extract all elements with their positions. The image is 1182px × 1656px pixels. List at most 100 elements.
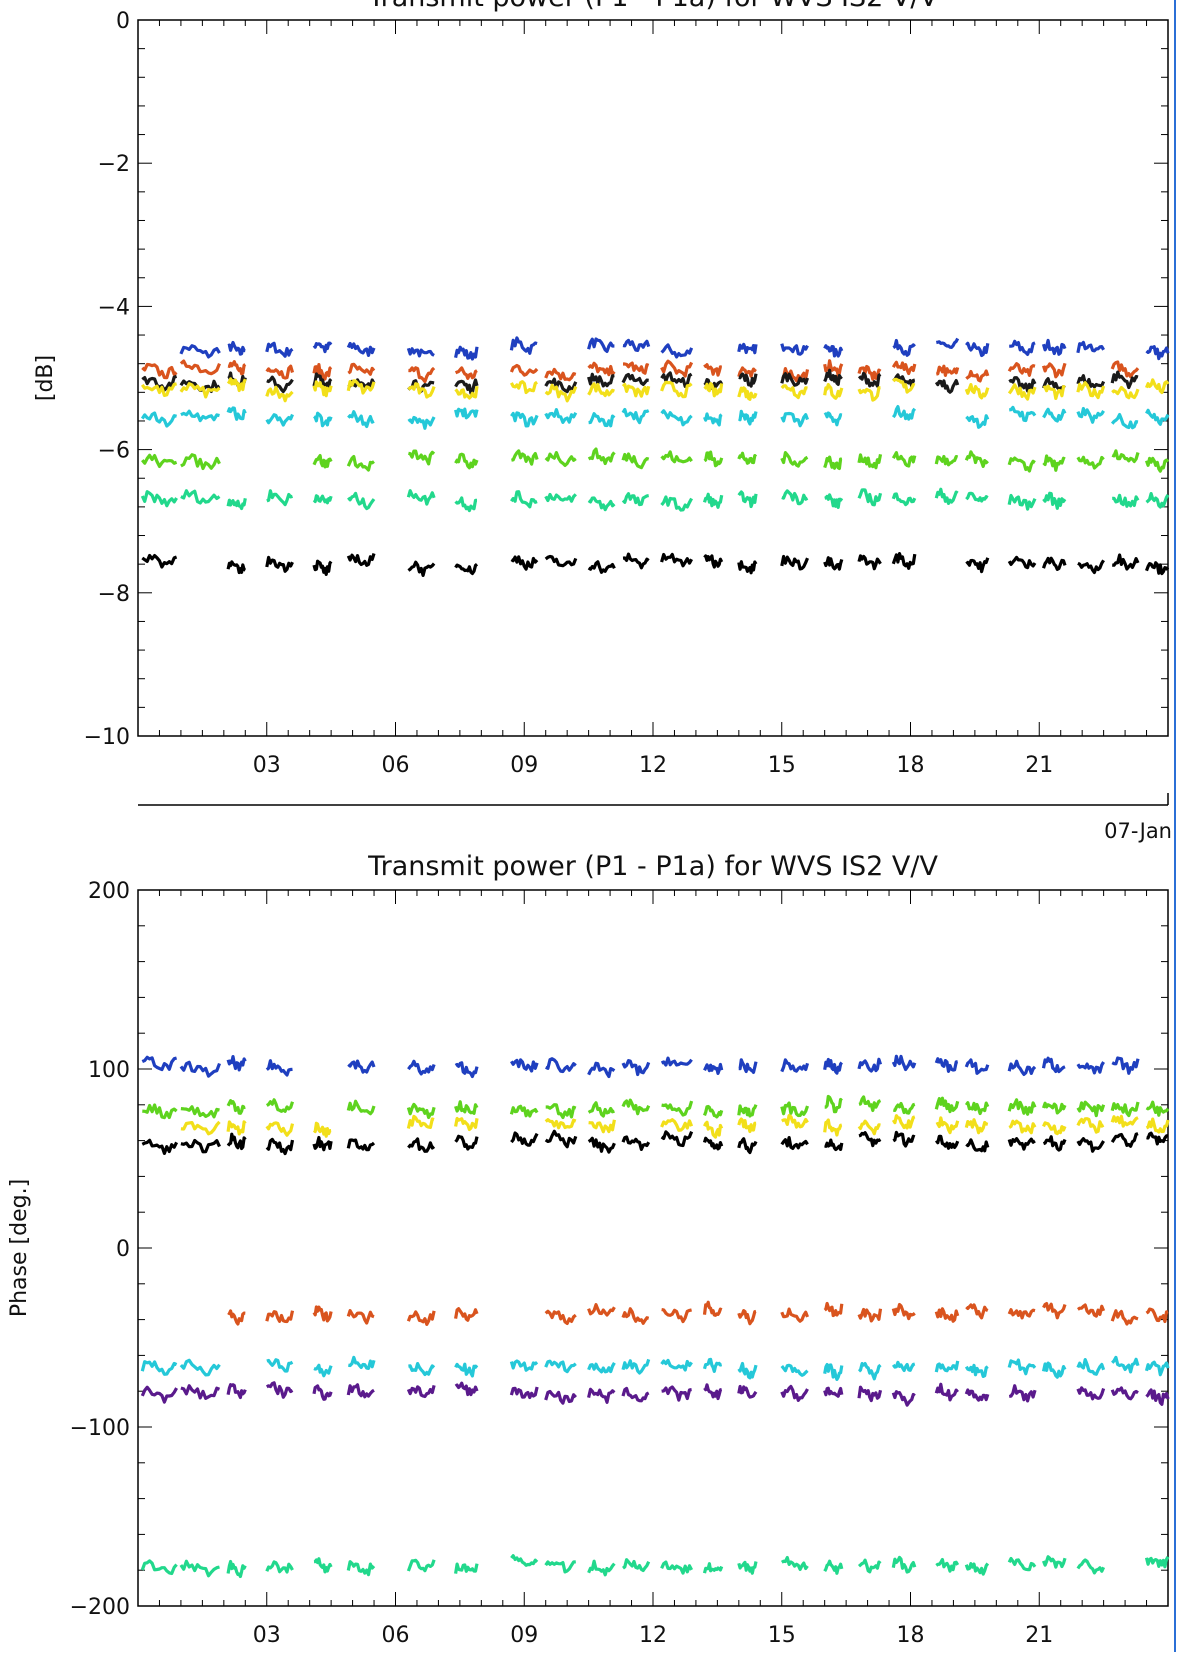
series-trace (226, 1099, 246, 1115)
series-trace (510, 555, 539, 571)
series-trace (1008, 1384, 1037, 1403)
series-trace (823, 1386, 844, 1398)
series-trace (1076, 455, 1105, 470)
series-trace (965, 1138, 990, 1153)
series-trace (346, 1383, 375, 1399)
series-trace (1007, 555, 1037, 570)
series-trace (702, 1300, 723, 1317)
series-trace (346, 455, 375, 472)
series-trace (737, 1560, 758, 1575)
series-trace (703, 412, 723, 427)
series-trace (587, 337, 615, 353)
series-trace (588, 412, 616, 428)
series-trace (935, 337, 960, 349)
series-trace (587, 1387, 616, 1404)
series-trace (1042, 1135, 1067, 1152)
y-tick-label: −6 (98, 439, 130, 464)
y-tick-label: −10 (84, 725, 130, 750)
series-trace (857, 364, 882, 381)
series-trace (824, 1138, 844, 1152)
series-trace (857, 1362, 882, 1381)
series-trace (141, 1055, 178, 1072)
series-trace (965, 414, 990, 429)
series-trace (824, 1094, 843, 1114)
x-tick-label: 03 (253, 1623, 281, 1648)
series-trace (1041, 1101, 1067, 1115)
series-trace (1007, 1358, 1037, 1376)
series-trace (1076, 340, 1105, 354)
data-series-6 (140, 1355, 1170, 1381)
series-trace (621, 1386, 650, 1403)
series-trace (180, 1105, 220, 1119)
series-trace (892, 377, 916, 394)
series-trace (1007, 362, 1036, 377)
series-trace (1042, 1555, 1067, 1569)
series-trace (1041, 362, 1067, 379)
series-trace (891, 405, 917, 421)
plot-frame (137, 889, 1169, 1607)
series-trace (406, 1558, 436, 1573)
series-trace (660, 343, 694, 359)
series-trace (545, 1057, 577, 1074)
series-trace (1111, 385, 1140, 400)
series-trace (1110, 1309, 1139, 1326)
series-trace (1076, 1358, 1106, 1376)
series-trace (780, 1101, 810, 1118)
series-trace (454, 1134, 479, 1151)
series-trace (934, 379, 960, 394)
series-trace (621, 1358, 651, 1375)
series-trace (857, 554, 882, 571)
series-trace (1110, 413, 1139, 430)
series-trace (737, 366, 757, 378)
series-trace (1041, 1361, 1067, 1379)
series-trace (934, 454, 959, 467)
series-trace (965, 369, 990, 383)
series-trace (406, 489, 436, 506)
series-trace (406, 1114, 435, 1129)
series-trace (226, 560, 247, 575)
series-trace (509, 1104, 539, 1118)
series-trace (965, 557, 990, 574)
x-tick-label: 15 (768, 753, 796, 778)
series-trace (703, 554, 724, 569)
series-trace (781, 367, 810, 383)
series-trace (780, 1556, 809, 1571)
series-trace (934, 1307, 960, 1323)
series-trace (408, 366, 436, 384)
series-trace (266, 489, 294, 507)
data-series-4 (141, 1129, 1169, 1156)
series-trace (737, 1137, 758, 1155)
series-trace (621, 407, 650, 425)
series-trace (1007, 383, 1037, 401)
series-trace (544, 1560, 576, 1574)
series-trace (737, 1117, 757, 1134)
series-trace (1076, 381, 1106, 400)
series-trace (226, 1055, 247, 1072)
series-trace (454, 1307, 479, 1322)
series-trace (544, 1389, 577, 1405)
series-trace (891, 451, 917, 468)
series-trace (660, 359, 694, 378)
series-trace (621, 1307, 650, 1325)
series-trace (1144, 1360, 1170, 1377)
series-trace (703, 1383, 723, 1401)
series-trace (1007, 456, 1036, 473)
y-tick-label: 200 (88, 879, 130, 904)
series-trace (1145, 345, 1170, 361)
series-trace (1007, 1556, 1037, 1572)
series-trace (780, 384, 808, 400)
series-trace (1111, 1056, 1140, 1075)
date-label: 07-Jan (1104, 819, 1172, 843)
series-trace (1007, 1137, 1036, 1151)
x-tick-label: 15 (768, 1623, 796, 1648)
series-trace (965, 491, 989, 503)
series-trace (406, 1385, 436, 1399)
series-trace (226, 1559, 247, 1579)
series-trace (406, 1310, 436, 1326)
series-trace (407, 1137, 436, 1153)
series-trace (1042, 384, 1066, 400)
series-trace (1042, 377, 1066, 391)
series-trace (454, 345, 479, 361)
